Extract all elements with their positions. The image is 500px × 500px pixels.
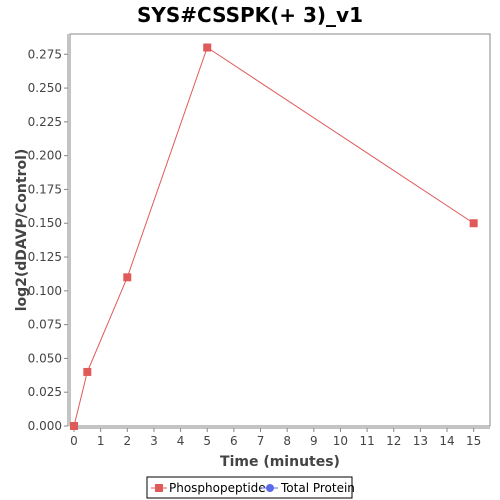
x-tick-label: 11	[359, 434, 374, 448]
y-tick-label: 0.050	[28, 351, 62, 365]
x-tick-label: 9	[310, 434, 318, 448]
x-tick-label: 12	[386, 434, 401, 448]
y-tick-label: 0.000	[28, 419, 62, 433]
data-point	[83, 367, 92, 376]
data-point	[203, 43, 212, 52]
x-tick-label: 0	[70, 434, 78, 448]
x-tick-label: 6	[230, 434, 238, 448]
x-tick-label: 8	[283, 434, 291, 448]
data-point	[123, 273, 132, 282]
x-tick-label: 7	[257, 434, 265, 448]
x-tick-label: 15	[466, 434, 481, 448]
y-tick-label: 0.275	[28, 47, 62, 61]
x-tick-label: 2	[123, 434, 131, 448]
data-point	[70, 422, 78, 430]
legend: Phosphopeptide Total Protein	[146, 476, 355, 499]
legend-label-phosphopeptide: Phosphopeptide	[169, 481, 266, 495]
x-tick-label: 3	[150, 434, 158, 448]
legend-box	[146, 476, 353, 499]
y-tick-label: 0.075	[28, 318, 62, 332]
y-tick-label: 0.200	[28, 149, 62, 163]
x-tick-label: 1	[97, 434, 105, 448]
y-tick-label: 0.175	[28, 182, 62, 196]
y-tick-label: 0.150	[28, 216, 62, 230]
series-layer	[70, 43, 478, 430]
legend-marker-phosphopeptide	[155, 484, 163, 492]
y-tick-label: 0.125	[28, 250, 62, 264]
data-point	[469, 219, 478, 228]
chart-title: SYS#CSSPK(+ 3)_v1	[137, 3, 363, 27]
y-axis: 0.000 0.025 0.050 0.075 0.100 0.125 0.150 0.175…	[28, 34, 69, 433]
y-tick-label: 0.225	[28, 115, 62, 129]
x-axis: 0 1 2 3 4 5 6 7 8 9 10 11 12 13 14 15	[70, 427, 490, 448]
plot-area	[69, 33, 491, 427]
x-axis-label: Time (minutes)	[220, 454, 340, 470]
legend-marker-total-protein	[266, 484, 274, 492]
x-tick-label: 4	[177, 434, 185, 448]
legend-label-total-protein: Total Protein	[280, 481, 355, 495]
x-tick-label: 10	[333, 434, 348, 448]
y-tick-label: 0.100	[28, 284, 62, 298]
x-tick-label: 14	[439, 434, 454, 448]
x-tick-label: 13	[413, 434, 428, 448]
y-tick-label: 0.250	[28, 81, 62, 95]
y-axis-label: log2(dDAVP/Control)	[14, 149, 30, 312]
x-tick-label: 5	[203, 434, 211, 448]
y-tick-label: 0.025	[28, 385, 62, 399]
